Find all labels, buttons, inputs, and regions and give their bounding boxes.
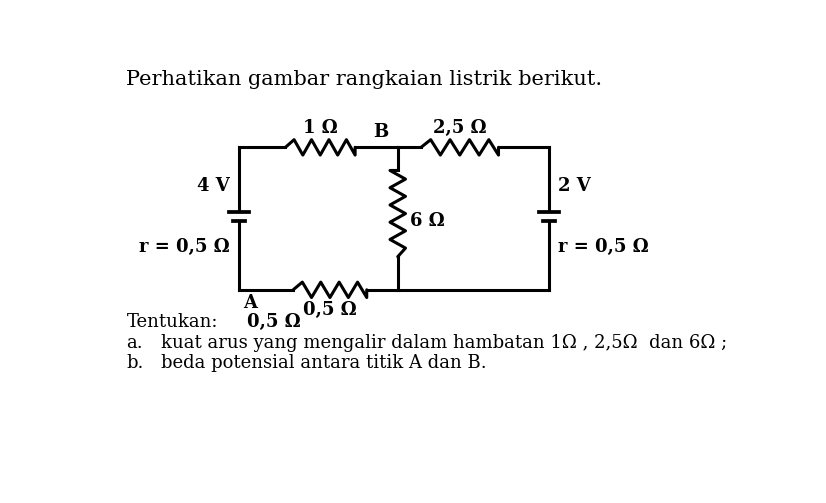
Text: A: A	[243, 294, 257, 312]
Text: 6 Ω: 6 Ω	[411, 212, 444, 230]
Text: r = 0,5 Ω: r = 0,5 Ω	[558, 238, 648, 256]
Text: 0,5 Ω: 0,5 Ω	[303, 301, 357, 318]
Text: a.: a.	[126, 334, 143, 353]
Text: 0,5 Ω: 0,5 Ω	[247, 313, 300, 331]
Text: 4 V: 4 V	[197, 177, 230, 195]
Text: Perhatikan gambar rangkaian listrik berikut.: Perhatikan gambar rangkaian listrik beri…	[126, 70, 603, 90]
Text: B: B	[373, 123, 388, 141]
Text: r = 0,5 Ω: r = 0,5 Ω	[139, 238, 230, 256]
Text: 1 Ω: 1 Ω	[303, 119, 338, 137]
Text: b.: b.	[126, 354, 144, 372]
Text: kuat arus yang mengalir dalam hambatan 1Ω , 2,5Ω  dan 6Ω ;: kuat arus yang mengalir dalam hambatan 1…	[161, 334, 728, 353]
Text: 2 V: 2 V	[558, 177, 591, 195]
Text: Tentukan:: Tentukan:	[126, 313, 218, 331]
Text: 2,5 Ω: 2,5 Ω	[433, 119, 487, 137]
Text: beda potensial antara titik A dan B.: beda potensial antara titik A dan B.	[161, 354, 487, 372]
